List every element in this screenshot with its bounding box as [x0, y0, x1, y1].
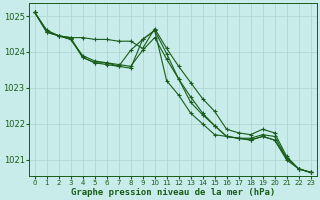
X-axis label: Graphe pression niveau de la mer (hPa): Graphe pression niveau de la mer (hPa) — [70, 188, 275, 197]
